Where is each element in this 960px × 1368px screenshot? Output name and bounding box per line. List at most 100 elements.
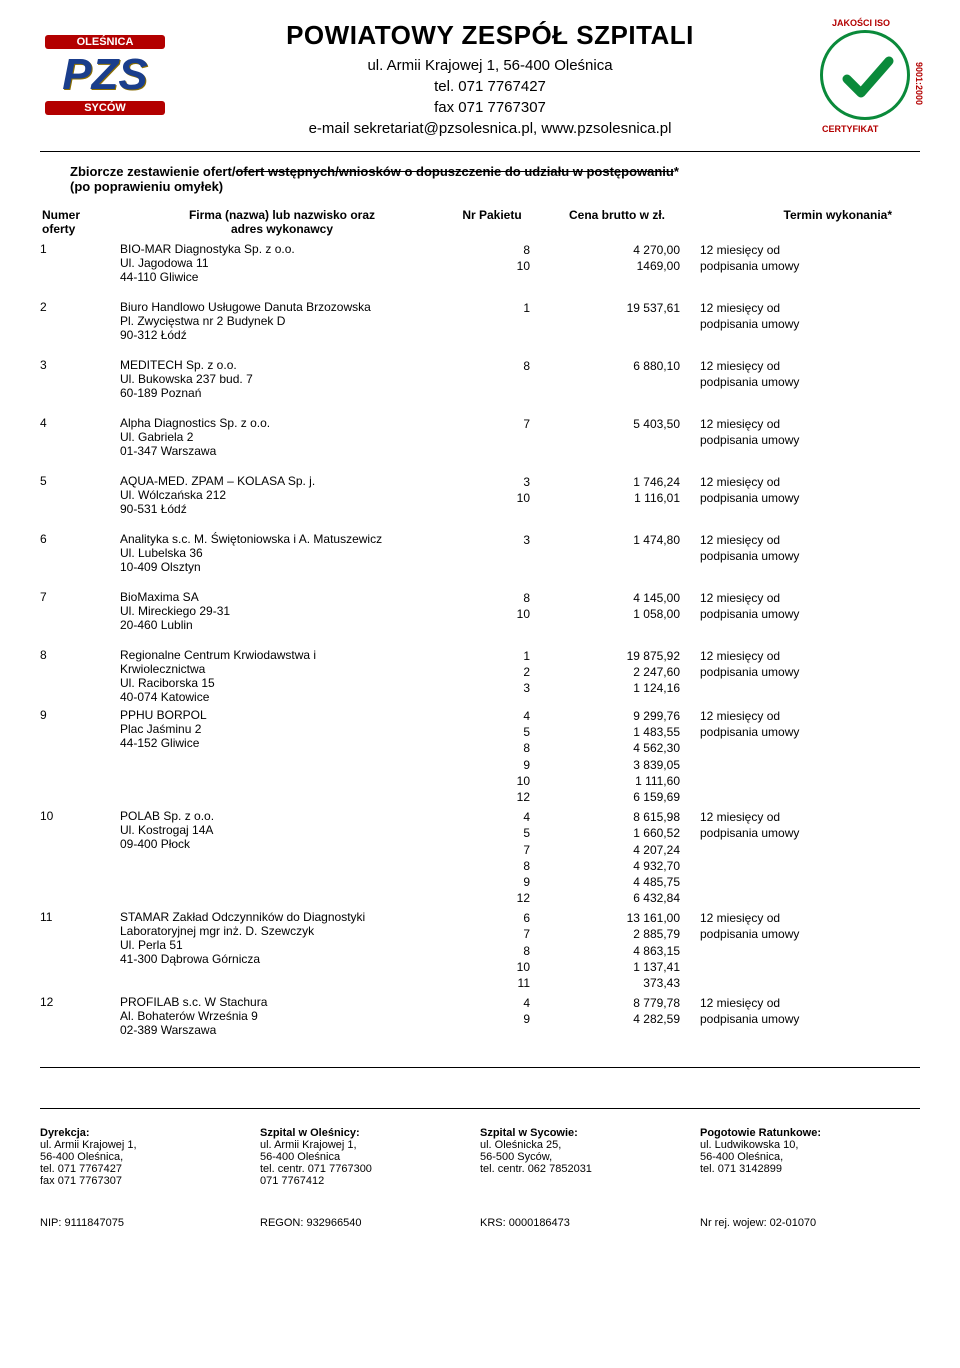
header-center: POWIATOWY ZESPÓŁ SZPITALI ul. Armii Kraj…	[170, 20, 810, 139]
price-value: 6 880,10	[540, 358, 690, 374]
packet-number: 12	[440, 890, 540, 906]
packet-number: 9	[440, 757, 540, 773]
price-value: 8 615,98	[540, 809, 690, 825]
packet-number: 5	[440, 724, 540, 740]
price-value: 1 058,00	[540, 606, 690, 622]
title-struck: ofert wstępnych/wniosków o dopuszczenie …	[235, 164, 673, 179]
title-prefix: Zbiorcze zestawienie ofert/	[70, 164, 235, 179]
packet-number: 3	[440, 680, 540, 696]
offer-number: 1	[40, 242, 100, 256]
offer-firm: Biuro Handlowo Usługowe Danuta Brzozowsk…	[100, 300, 440, 342]
price-value: 4 863,15	[540, 943, 690, 959]
price-value: 6 432,84	[540, 890, 690, 906]
offer-row: 2Biuro Handlowo Usługowe Danuta Brzozows…	[40, 300, 920, 342]
footer-col-heading: Dyrekcja:	[40, 1127, 250, 1139]
col-header-price: Cena brutto w zł.	[542, 208, 692, 236]
document-page: OLEŚNICA PZS SYCÓW POWIATOWY ZESPÓŁ SZPI…	[0, 0, 960, 1249]
packet-number: 9	[440, 874, 540, 890]
col-header-term: Termin wykonania*	[692, 208, 892, 236]
price-list: 9 299,761 483,554 562,303 839,051 111,60…	[540, 708, 690, 805]
offer-number: 10	[40, 809, 100, 823]
price-value: 1 474,80	[540, 532, 690, 548]
price-value: 1 660,52	[540, 825, 690, 841]
packet-list: 45891012	[440, 708, 540, 805]
packet-list: 310	[440, 474, 540, 506]
term-text: 12 miesięcy odpodpisania umowy	[690, 590, 890, 622]
header-separator	[40, 151, 920, 152]
offer-number: 8	[40, 648, 100, 662]
term-text: 12 miesięcy odpodpisania umowy	[690, 416, 890, 448]
offer-row: 7BioMaxima SAUl. Mireckiego 29-3120-460 …	[40, 590, 920, 632]
offer-row: 1BIO-MAR Diagnostyka Sp. z o.o.Ul. Jagod…	[40, 242, 920, 284]
packet-number: 8	[440, 242, 540, 258]
table-header: Numer oferty Firma (nazwa) lub nazwisko …	[40, 208, 920, 236]
offer-number: 4	[40, 416, 100, 430]
checkmark-icon	[841, 51, 895, 105]
org-address: ul. Armii Krajowej 1, 56-400 Oleśnica	[180, 55, 800, 76]
logo-main-text: PZS	[62, 53, 148, 97]
price-list: 4 145,001 058,00	[540, 590, 690, 622]
offer-firm: AQUA-MED. ZPAM – KOLASA Sp. j.Ul. Wólcza…	[100, 474, 440, 516]
letterhead: OLEŚNICA PZS SYCÓW POWIATOWY ZESPÓŁ SZPI…	[40, 20, 920, 139]
packet-number: 8	[440, 858, 540, 874]
offer-number: 9	[40, 708, 100, 722]
footer-column: Dyrekcja:ul. Armii Krajowej 1,56-400 Ole…	[40, 1127, 260, 1187]
term-text: 12 miesięcy odpodpisania umowy	[690, 358, 890, 390]
price-value: 1 137,41	[540, 959, 690, 975]
offer-firm: Regionalne Centrum Krwiodawstwa iKrwiole…	[100, 648, 440, 704]
logo-bottom-banner: SYCÓW	[45, 101, 165, 115]
org-tel: tel. 071 7767427	[180, 76, 800, 97]
offer-row: 3MEDITECH Sp. z o.o.Ul. Bukowska 237 bud…	[40, 358, 920, 400]
iso-circle-icon	[820, 30, 910, 120]
packet-number: 4	[440, 995, 540, 1011]
packet-number: 3	[440, 532, 540, 548]
offer-number: 11	[40, 910, 100, 924]
term-text: 12 miesięcy odpodpisania umowy	[690, 910, 890, 942]
packet-number: 8	[440, 358, 540, 374]
packet-number: 7	[440, 416, 540, 432]
offer-firm: MEDITECH Sp. z o.o.Ul. Bukowska 237 bud.…	[100, 358, 440, 400]
title-suffix: *	[674, 164, 679, 179]
iso-side-text: 9001:2000	[914, 62, 924, 105]
price-value: 4 932,70	[540, 858, 690, 874]
org-fax: fax 071 7767307	[180, 97, 800, 118]
packet-number: 8	[440, 590, 540, 606]
packet-number: 8	[440, 943, 540, 959]
price-value: 19 537,61	[540, 300, 690, 316]
packet-list: 123	[440, 648, 540, 697]
org-email-web: e-mail sekretariat@pzsolesnica.pl, www.p…	[180, 118, 800, 139]
offer-row: 11STAMAR Zakład Odczynników do Diagnosty…	[40, 910, 920, 991]
price-value: 6 159,69	[540, 789, 690, 805]
price-value: 1 746,24	[540, 474, 690, 490]
iso-top-text: JAKOŚCI ISO	[832, 18, 890, 28]
offer-row: 9PPHU BORPOLPlac Jaśminu 244-152 Gliwice…	[40, 708, 920, 805]
packet-list: 6781011	[440, 910, 540, 991]
price-value: 1 111,60	[540, 773, 690, 789]
packet-number: 8	[440, 740, 540, 756]
packet-number: 1	[440, 648, 540, 664]
footer-addresses: Dyrekcja:ul. Armii Krajowej 1,56-400 Ole…	[40, 1108, 920, 1187]
footer-id: REGON: 932966540	[260, 1217, 480, 1229]
footer-id: Nr rej. wojew: 02-01070	[700, 1217, 920, 1229]
packet-number: 3	[440, 474, 540, 490]
iso-logo: JAKOŚCI ISO 9001:2000 CERTYFIKAT	[810, 20, 920, 130]
price-value: 1 483,55	[540, 724, 690, 740]
footer-col-heading: Szpital w Oleśnicy:	[260, 1127, 470, 1139]
offer-firm: Analityka s.c. M. Świętoniowska i A. Mat…	[100, 532, 440, 574]
packet-number: 10	[440, 490, 540, 506]
price-list: 1 746,241 116,01	[540, 474, 690, 506]
price-value: 1 116,01	[540, 490, 690, 506]
footer-ids: NIP: 9111847075REGON: 932966540KRS: 0000…	[40, 1217, 920, 1229]
col-header-firm: Firma (nazwa) lub nazwisko oraz adres wy…	[102, 208, 442, 236]
price-value: 2 247,60	[540, 664, 690, 680]
offer-number: 2	[40, 300, 100, 314]
col-header-packet: Nr Pakietu	[442, 208, 542, 236]
col-header-num: Numer oferty	[42, 208, 102, 236]
offer-firm: STAMAR Zakład Odczynników do Diagnostyki…	[100, 910, 440, 966]
term-text: 12 miesięcy odpodpisania umowy	[690, 708, 890, 740]
offer-row: 4Alpha Diagnostics Sp. z o.o.Ul. Gabriel…	[40, 416, 920, 458]
price-list: 13 161,002 885,794 863,151 137,41373,43	[540, 910, 690, 991]
offer-firm: PPHU BORPOLPlac Jaśminu 244-152 Gliwice	[100, 708, 440, 750]
packet-number: 5	[440, 825, 540, 841]
footer-col-heading: Szpital w Sycowie:	[480, 1127, 690, 1139]
